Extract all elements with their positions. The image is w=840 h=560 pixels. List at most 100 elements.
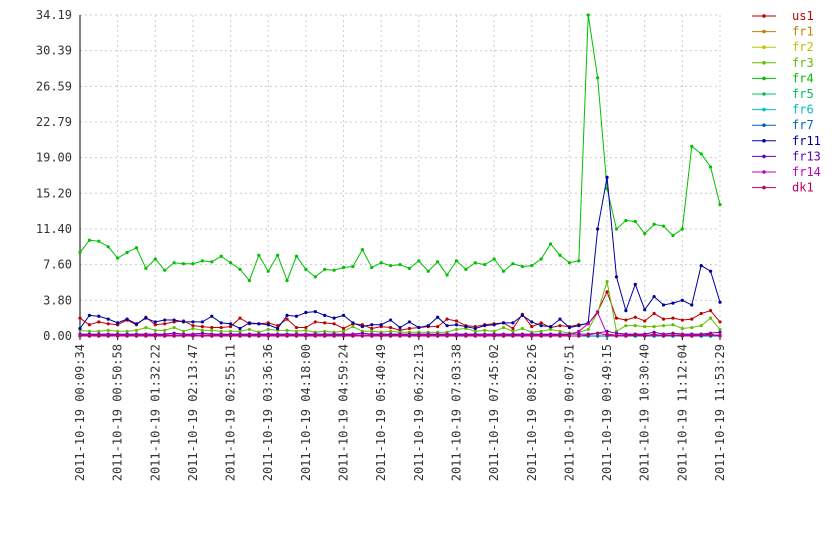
point <box>407 266 412 271</box>
point <box>257 322 261 326</box>
point <box>125 317 129 321</box>
point <box>370 326 374 331</box>
point <box>153 257 157 261</box>
point <box>351 321 355 325</box>
point <box>586 333 590 337</box>
point <box>596 76 600 80</box>
point <box>116 256 120 260</box>
x-tick-label: 2011-10-19 07:45:02 <box>487 344 501 481</box>
point <box>417 259 421 263</box>
point <box>351 334 355 338</box>
point <box>633 282 637 286</box>
legend-marker <box>762 61 766 65</box>
point <box>690 303 694 307</box>
legend-marker <box>762 123 766 127</box>
point <box>144 325 148 330</box>
point <box>473 329 477 333</box>
point <box>633 315 637 319</box>
point <box>238 334 242 338</box>
x-tick-label: 2011-10-19 02:13:47 <box>186 344 200 481</box>
point <box>530 334 534 338</box>
point <box>144 316 148 320</box>
point <box>219 254 223 258</box>
point <box>134 334 139 338</box>
point <box>97 334 101 338</box>
point <box>276 324 280 328</box>
point <box>511 329 515 333</box>
point <box>388 325 393 330</box>
point <box>718 300 722 304</box>
point <box>332 316 336 320</box>
point <box>539 257 543 261</box>
point <box>200 259 204 263</box>
point <box>97 239 101 243</box>
y-tick-label: 22.79 <box>36 115 72 129</box>
point <box>577 334 581 338</box>
point <box>163 322 167 326</box>
point <box>191 334 195 338</box>
point <box>398 263 402 267</box>
point <box>163 268 167 272</box>
point <box>323 329 327 333</box>
point <box>398 325 402 330</box>
point <box>643 232 647 236</box>
point <box>116 329 120 333</box>
point <box>257 253 261 257</box>
point <box>87 323 92 327</box>
point <box>228 325 233 329</box>
point <box>436 260 440 264</box>
point <box>210 260 214 264</box>
point <box>191 326 195 331</box>
legend-label: fr4 <box>792 71 814 85</box>
legend-label: fr5 <box>792 87 814 101</box>
point <box>520 313 524 317</box>
point <box>304 267 308 271</box>
point <box>699 152 703 156</box>
x-tick-label: 2011-10-19 10:30:40 <box>638 344 652 481</box>
point <box>492 323 496 327</box>
point <box>718 327 722 332</box>
point <box>210 314 214 318</box>
series-line <box>79 14 721 283</box>
point <box>276 253 280 257</box>
legend-label: dk1 <box>792 181 814 195</box>
legend-marker <box>762 14 766 18</box>
point <box>294 325 299 330</box>
legend-label: fr14 <box>792 165 821 179</box>
point <box>266 323 270 327</box>
point <box>125 334 129 338</box>
point <box>228 334 233 338</box>
point <box>87 238 92 242</box>
point <box>106 322 110 326</box>
point <box>586 322 590 326</box>
point <box>370 334 374 338</box>
point <box>567 325 572 330</box>
legend-marker <box>762 29 766 34</box>
point <box>181 329 186 333</box>
point <box>539 329 543 333</box>
x-tick-label: 2011-10-19 01:32:22 <box>148 344 162 481</box>
point <box>454 323 459 327</box>
point <box>530 320 534 324</box>
point <box>520 326 524 331</box>
point <box>417 334 421 338</box>
point <box>200 328 204 332</box>
point <box>257 334 261 338</box>
point <box>445 273 449 277</box>
point <box>671 323 675 327</box>
point <box>708 269 713 273</box>
point <box>97 320 101 324</box>
point <box>238 326 242 331</box>
point <box>200 334 204 338</box>
point <box>614 334 619 338</box>
point <box>605 333 609 337</box>
point <box>426 334 430 338</box>
point <box>276 326 280 331</box>
point <box>680 298 684 302</box>
point <box>464 267 468 271</box>
x-tick-label: 2011-10-19 04:59:24 <box>337 344 351 481</box>
legend-marker <box>762 76 766 81</box>
point <box>492 329 496 333</box>
point <box>652 222 656 226</box>
point <box>87 313 92 317</box>
